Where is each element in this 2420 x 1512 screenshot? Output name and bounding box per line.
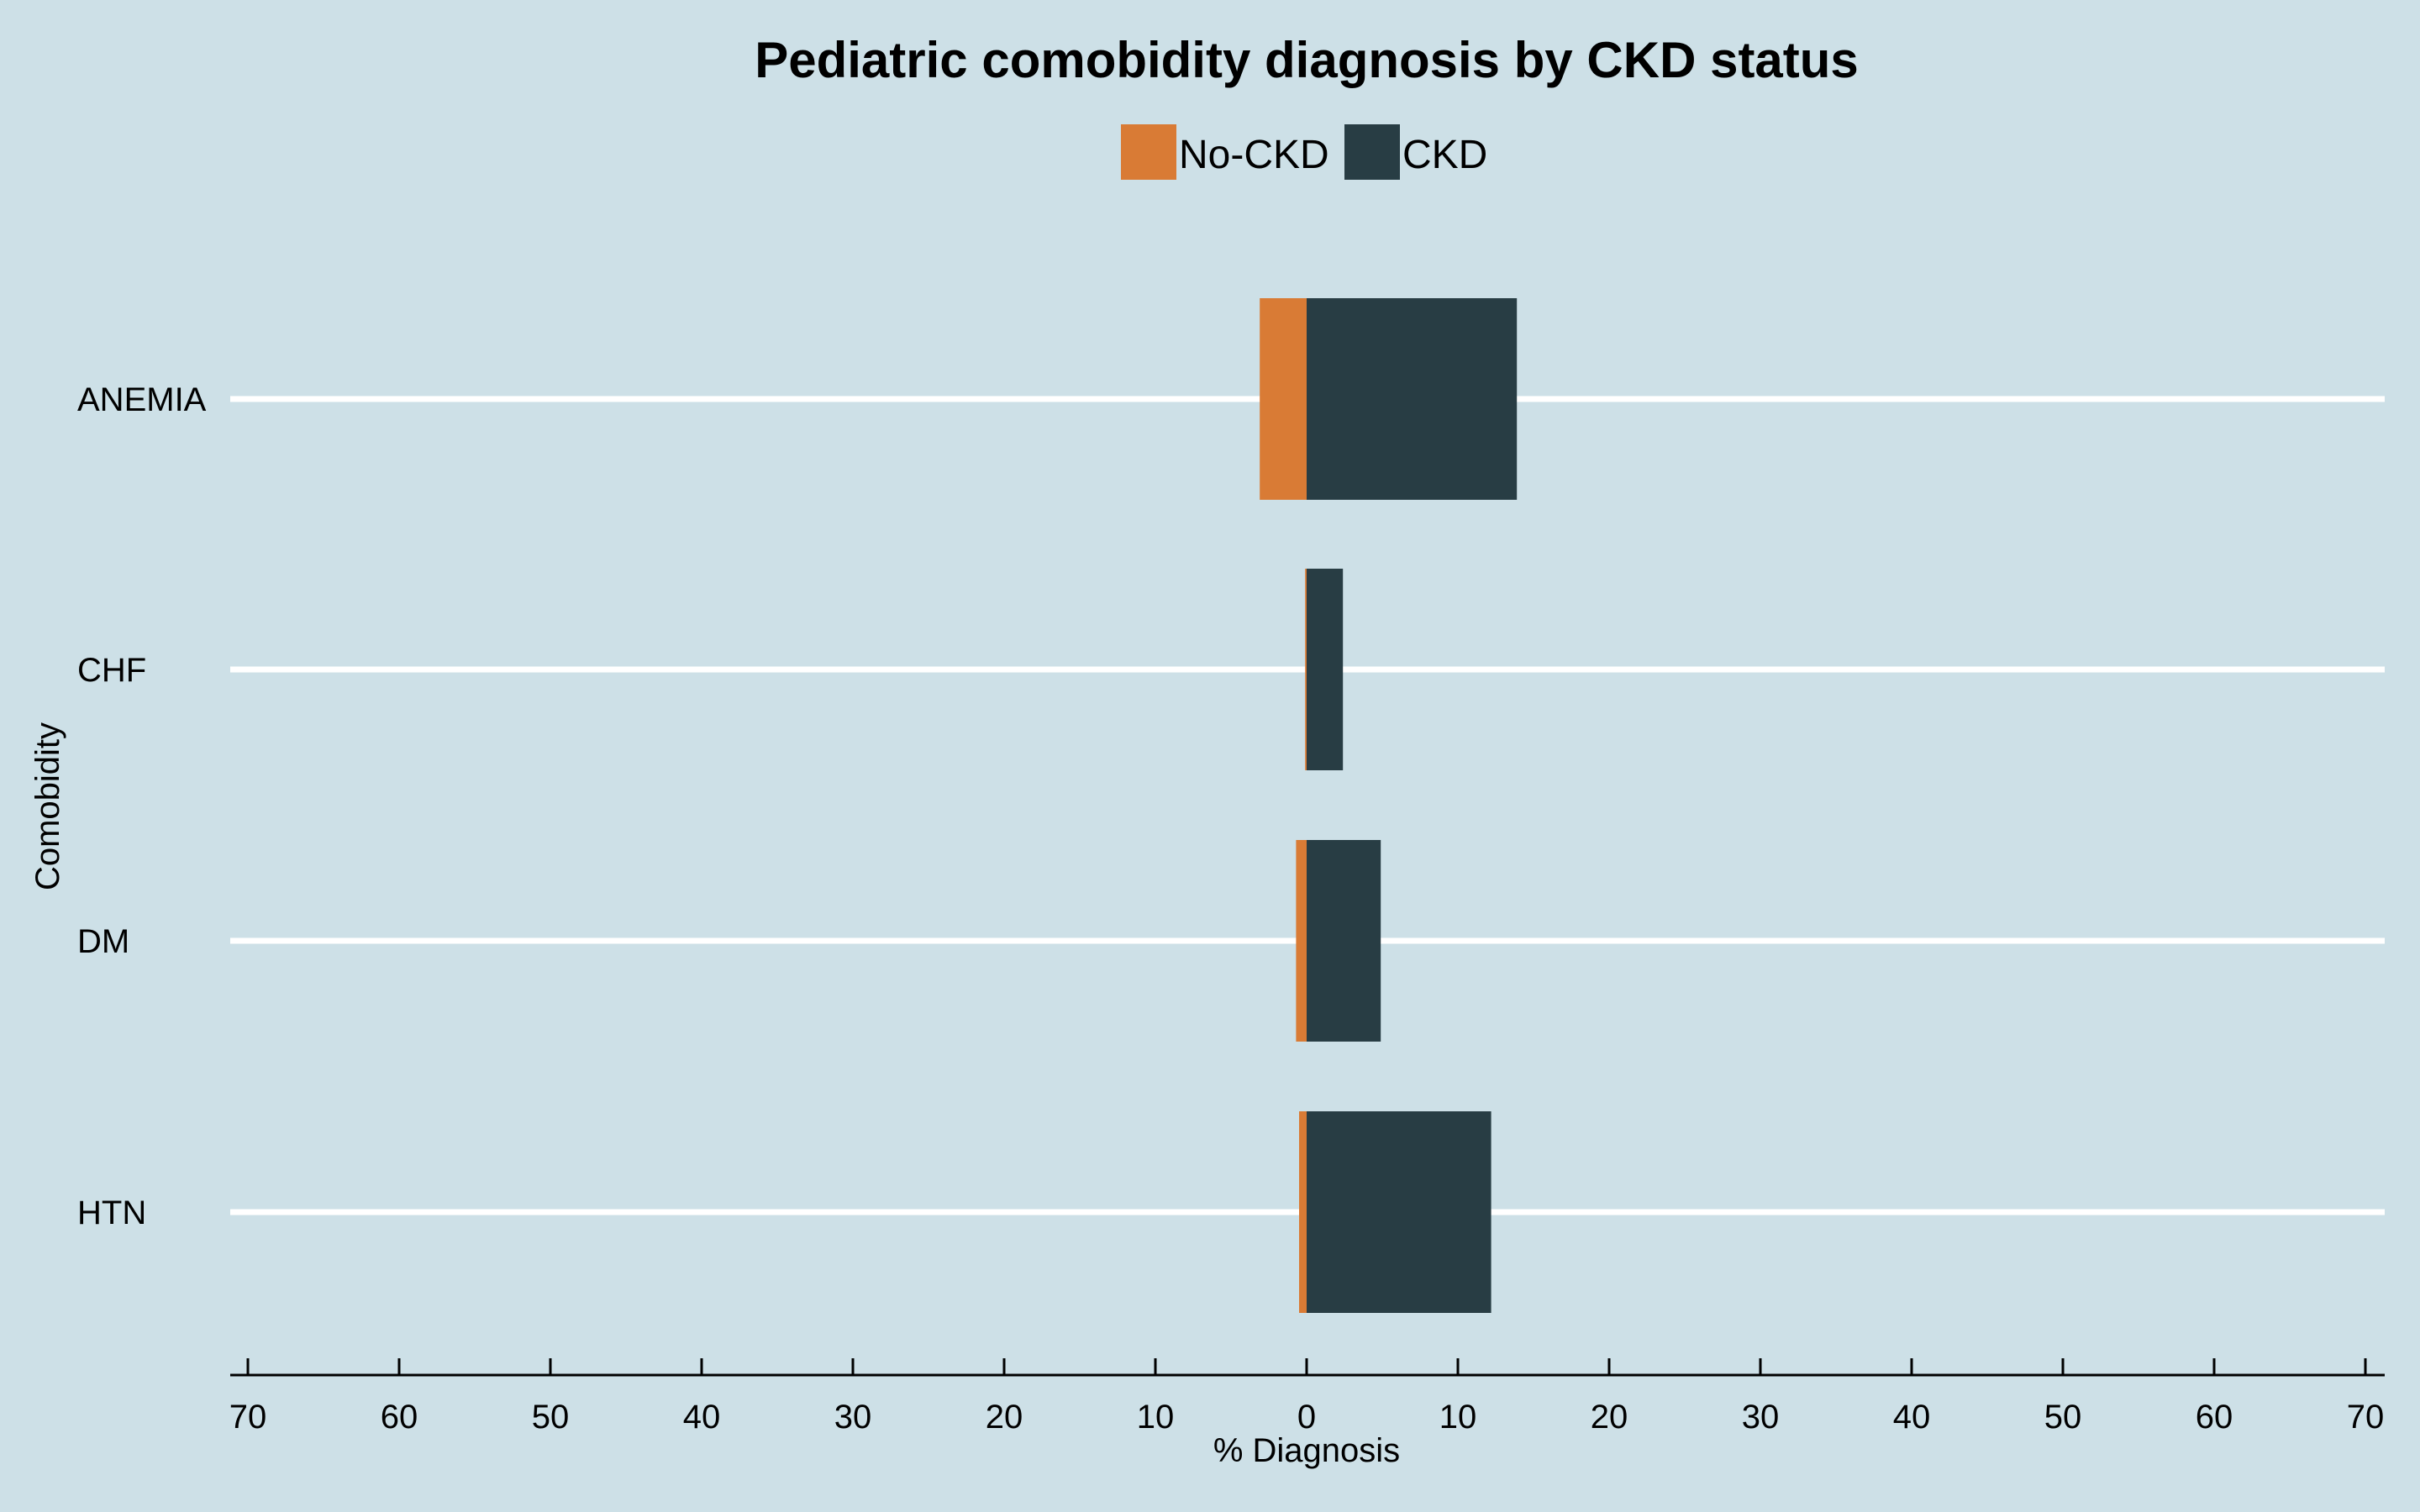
bars [1260, 298, 1518, 1313]
x-tick-label-0: 70 [229, 1399, 267, 1436]
bar-ckd-chf [1307, 569, 1344, 770]
x-tick-label-14: 70 [2347, 1399, 2385, 1436]
x-tick-label-1: 60 [381, 1399, 418, 1436]
chart-title: Pediatric comobidity diagnosis by CKD st… [755, 32, 1859, 88]
x-tick-label-4: 30 [834, 1399, 872, 1436]
bar-ckd-anemia [1307, 298, 1518, 500]
legend-swatch-ckd [1344, 124, 1400, 180]
x-axis: 70 60 50 40 30 20 10 0 10 20 30 40 50 60 70 [229, 1358, 2385, 1436]
x-tick-label-7: 0 [1297, 1399, 1316, 1436]
bar-no-ckd-chf [1305, 569, 1307, 770]
y-axis-title: Comobidity [29, 722, 66, 890]
x-tick-label-3: 40 [683, 1399, 721, 1436]
x-axis-ticks: 70 60 50 40 30 20 10 0 10 20 30 40 50 60 70 [229, 1358, 2385, 1436]
legend-label-no-ckd: No-CKD [1179, 133, 1329, 177]
bar-no-ckd-anemia [1260, 298, 1307, 500]
bar-ckd-dm [1307, 840, 1381, 1042]
bar-ckd-htn [1307, 1111, 1491, 1313]
bar-no-ckd-htn [1299, 1111, 1307, 1313]
legend: No-CKD CKD [1121, 124, 1487, 180]
x-tick-label-13: 60 [2196, 1399, 2233, 1436]
bar-no-ckd-dm [1296, 840, 1307, 1042]
x-tick-label-5: 20 [986, 1399, 1023, 1436]
x-tick-label-10: 30 [1742, 1399, 1780, 1436]
category-labels: ANEMIA CHF DM HTN [77, 381, 207, 1231]
x-tick-label-2: 50 [532, 1399, 570, 1436]
x-tick-label-9: 20 [1591, 1399, 1628, 1436]
legend-label-ckd: CKD [1402, 133, 1487, 177]
x-tick-label-12: 50 [2044, 1399, 2082, 1436]
x-tick-label-11: 40 [1893, 1399, 1931, 1436]
category-label-dm: DM [77, 923, 129, 960]
x-axis-title: % Diagnosis [1213, 1432, 1400, 1469]
x-tick-label-6: 10 [1137, 1399, 1175, 1436]
category-label-chf: CHF [77, 652, 146, 689]
x-tick-label-8: 10 [1439, 1399, 1477, 1436]
category-label-htn: HTN [77, 1194, 146, 1231]
category-label-anemia: ANEMIA [77, 381, 207, 418]
legend-swatch-no-ckd [1121, 124, 1176, 180]
